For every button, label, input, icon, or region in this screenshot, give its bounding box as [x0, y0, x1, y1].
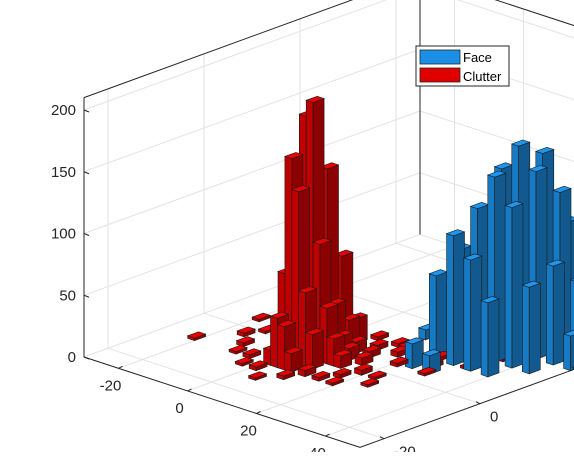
bar-front-face	[284, 351, 291, 372]
face-bar	[447, 230, 465, 366]
clutter-bar	[277, 370, 295, 380]
clutter-bar	[306, 328, 324, 369]
bar-side-face	[313, 331, 324, 370]
bar-side-face	[553, 262, 564, 365]
z-tick-label: 50	[59, 287, 76, 304]
bar-side-face	[488, 299, 499, 377]
face-bar	[464, 254, 482, 371]
bar-side-face	[571, 332, 574, 371]
y-tick-label: -20	[394, 444, 416, 452]
bar-front-face	[327, 337, 334, 366]
bar-front-face	[429, 274, 436, 360]
bar-layer	[188, 96, 574, 387]
z-tick-label: 150	[51, 164, 76, 181]
clutter-bar	[333, 368, 351, 378]
face-bar	[564, 330, 574, 371]
z-tick-mark	[84, 234, 89, 236]
bar-side-face	[436, 272, 447, 360]
legend-label-clutter: Clutter	[463, 69, 502, 84]
bar-front-face	[277, 325, 284, 370]
bar-front-face	[405, 342, 412, 369]
clutter-bar	[252, 313, 270, 322]
bar-side-face	[454, 232, 465, 366]
y-tick-label: 0	[490, 409, 498, 426]
z-tick-mark	[84, 295, 89, 297]
z-tick-label: 200	[51, 102, 76, 119]
z-tick-label: 0	[68, 349, 76, 366]
bar-front-face	[447, 234, 454, 366]
face-bar	[522, 281, 540, 374]
legend: Face Clutter	[416, 46, 509, 86]
x-tick-label: 0	[175, 400, 183, 417]
face-bar	[481, 297, 499, 377]
bar-front-face	[464, 258, 471, 371]
bar-front-face	[334, 354, 341, 369]
bar-front-face	[546, 264, 553, 365]
clutter-bar	[237, 337, 255, 347]
clutter-bar	[188, 332, 206, 341]
clutter-bar	[371, 331, 389, 341]
x-tick-label: -20	[100, 377, 122, 394]
bar-front-face	[505, 205, 512, 368]
legend-swatch-clutter	[420, 68, 460, 82]
x-tick-label: 20	[240, 423, 257, 440]
clutter-bar	[334, 350, 352, 369]
x-tick-label: 40	[309, 445, 326, 452]
legend-swatch-face	[420, 50, 460, 64]
clutter-bar	[355, 364, 373, 375]
bar-side-face	[471, 256, 482, 371]
x-axis-line	[84, 357, 360, 447]
bar-front-face	[306, 332, 313, 369]
bar-front-face	[271, 316, 278, 368]
face-bar	[546, 260, 564, 365]
z-tick-mark	[84, 110, 89, 112]
bar-side-face	[512, 204, 523, 369]
z-tick-mark	[84, 172, 89, 174]
clutter-bar	[368, 371, 386, 380]
clutter-bar	[326, 377, 344, 386]
bar-side-face	[412, 340, 423, 369]
face-bar	[405, 338, 423, 369]
clutter-bar	[418, 367, 436, 376]
z-tick-label: 100	[51, 226, 76, 243]
bar-front-face	[564, 334, 571, 371]
bar-front-face	[522, 285, 529, 374]
clutter-bar	[237, 327, 255, 337]
face-bar	[505, 201, 523, 368]
face-bar	[429, 270, 447, 360]
bar-side-face	[529, 283, 540, 374]
clutter-bar	[361, 379, 379, 388]
clutter-bar	[249, 372, 267, 381]
legend-label-face: Face	[463, 50, 492, 65]
bar-front-face	[481, 301, 488, 377]
